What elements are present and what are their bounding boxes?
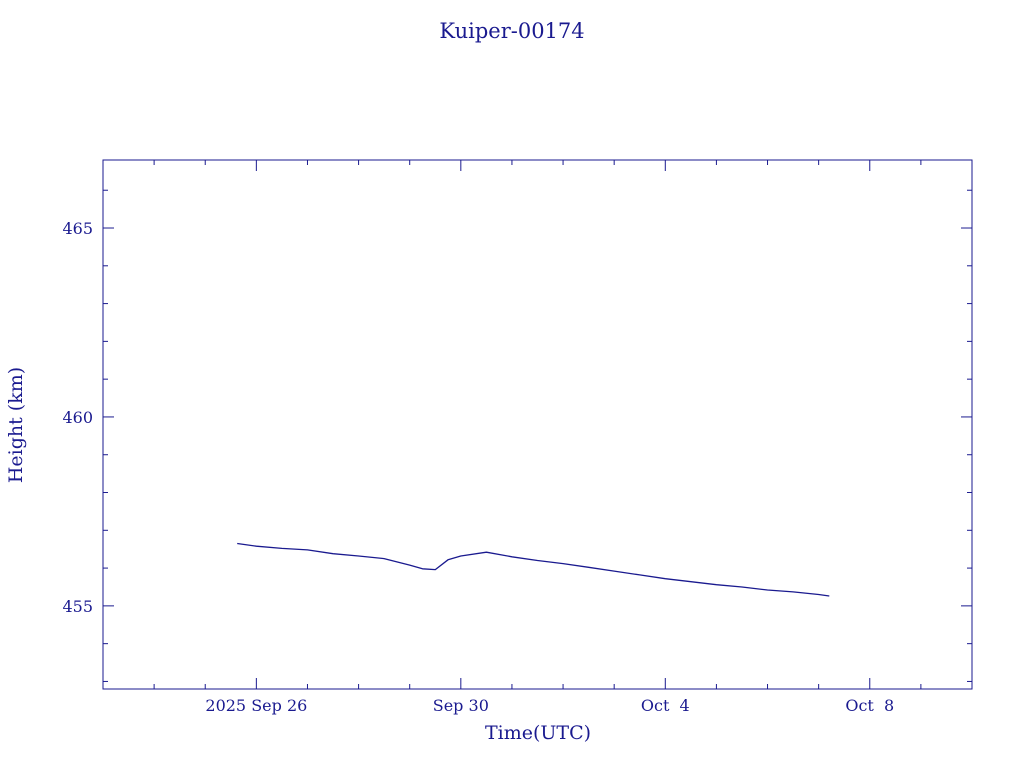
height-series-line — [237, 542, 830, 597]
y-tick-label: 455 — [62, 597, 93, 616]
y-minor-ticks — [103, 189, 972, 682]
y-tick-label: 460 — [62, 408, 93, 427]
x-minor-ticks — [153, 160, 922, 689]
y-axis-label: Height (km) — [5, 367, 27, 483]
x-tick-label: Oct 4 — [641, 696, 690, 715]
x-tick-label: 2025 Sep 26 — [205, 696, 307, 715]
plot-frame — [102, 159, 973, 690]
chart-title: Kuiper-00174 — [439, 19, 584, 43]
y-tick-labels: 455 460 465 — [62, 219, 93, 616]
x-axis-label: Time(UTC) — [485, 722, 591, 744]
y-tick-label: 465 — [62, 219, 93, 238]
x-tick-labels: 2025 Sep 26 Sep 30 Oct 4 Oct 8 — [205, 696, 894, 715]
x-tick-label: Sep 30 — [433, 696, 489, 715]
x-tick-label: Oct 8 — [845, 696, 894, 715]
